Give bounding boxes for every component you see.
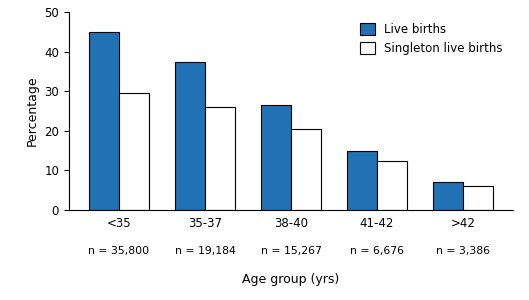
Bar xyxy=(119,93,149,210)
Text: n = 35,800: n = 35,800 xyxy=(88,246,150,256)
Bar xyxy=(433,182,463,210)
Bar xyxy=(261,105,291,210)
Text: n = 3,386: n = 3,386 xyxy=(436,246,490,256)
Bar xyxy=(291,129,321,210)
Y-axis label: Percentage: Percentage xyxy=(25,76,39,146)
Text: Age group (yrs): Age group (yrs) xyxy=(242,273,340,286)
Legend: Live births, Singleton live births: Live births, Singleton live births xyxy=(355,18,507,59)
Bar xyxy=(89,32,119,210)
Bar xyxy=(205,107,235,210)
Bar xyxy=(463,186,493,210)
Text: n = 6,676: n = 6,676 xyxy=(350,246,404,256)
Bar xyxy=(175,61,205,210)
Bar xyxy=(377,160,407,210)
Text: n = 15,267: n = 15,267 xyxy=(260,246,322,256)
Text: n = 19,184: n = 19,184 xyxy=(175,246,235,256)
Bar xyxy=(347,151,377,210)
